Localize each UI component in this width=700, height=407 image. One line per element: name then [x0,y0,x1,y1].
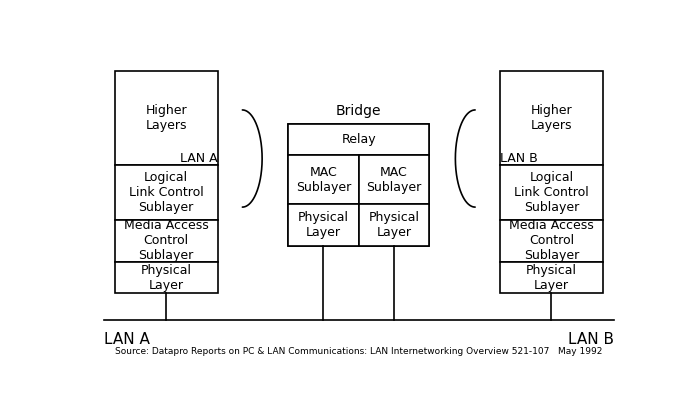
Text: LAN B: LAN B [500,152,538,165]
Bar [500,165,603,220]
Text: Bridge: Bridge [336,104,382,118]
Bar [358,155,429,204]
Text: Source: Datapro Reports on PC & LAN Communications: LAN Internetworking Overview: Source: Datapro Reports on PC & LAN Comm… [115,347,603,356]
Text: Higher
Layers: Higher Layers [146,104,187,132]
Bar [288,204,358,246]
Bar [500,71,603,165]
Bar [115,262,218,293]
Text: Relay: Relay [342,133,376,146]
Text: MAC
Sublayer: MAC Sublayer [296,166,351,194]
Text: Media Access
Control
Sublayer: Media Access Control Sublayer [124,219,209,262]
Bar [288,124,429,246]
Text: Physical
Layer: Physical Layer [368,211,419,239]
Text: LAN A: LAN A [104,333,150,348]
Text: MAC
Sublayer: MAC Sublayer [366,166,421,194]
Text: Physical
Layer: Physical Layer [298,211,349,239]
Text: Media Access
Control
Sublayer: Media Access Control Sublayer [509,219,594,262]
Text: Logical
Link Control
Sublayer: Logical Link Control Sublayer [514,171,589,214]
Text: Higher
Layers: Higher Layers [531,104,572,132]
Text: LAN B: LAN B [568,333,614,348]
Bar [115,165,218,220]
Bar [500,262,603,293]
Text: Logical
Link Control
Sublayer: Logical Link Control Sublayer [129,171,204,214]
Bar [358,204,429,246]
Text: LAN A: LAN A [180,152,217,165]
Bar [115,220,218,262]
Bar [115,71,218,165]
Bar [288,155,358,204]
Text: Physical
Layer: Physical Layer [526,264,577,291]
Bar [500,220,603,262]
Text: Physical
Layer: Physical Layer [141,264,192,291]
Bar [288,124,429,155]
